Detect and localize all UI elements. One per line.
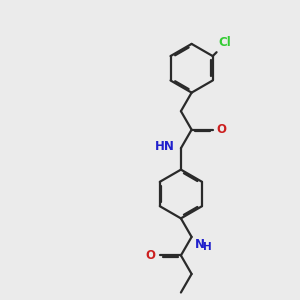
Text: HN: HN — [154, 140, 174, 153]
Text: O: O — [146, 249, 156, 262]
Text: Cl: Cl — [218, 36, 231, 49]
Text: N: N — [195, 238, 205, 251]
Text: H: H — [203, 242, 212, 252]
Text: O: O — [217, 123, 227, 136]
